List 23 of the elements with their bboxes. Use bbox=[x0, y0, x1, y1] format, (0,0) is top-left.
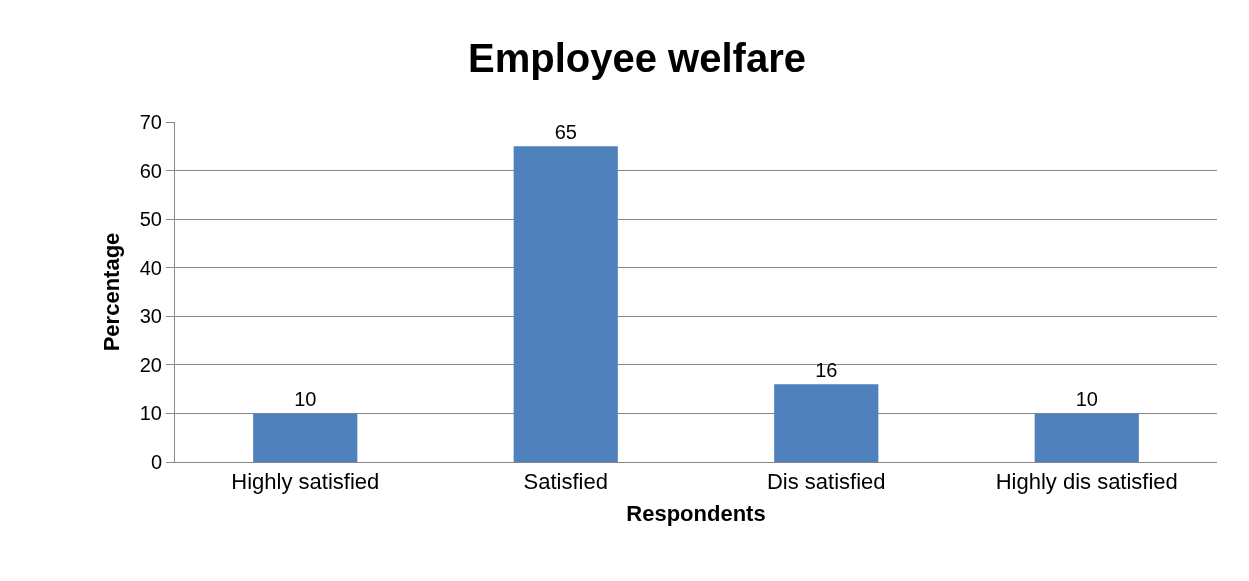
x-tick-label: Highly dis satisfied bbox=[995, 469, 1178, 495]
y-tick-label: 10 bbox=[139, 402, 162, 425]
y-tick-label: 0 bbox=[150, 451, 162, 473]
y-tick-label: 30 bbox=[139, 305, 162, 328]
data-label: 10 bbox=[294, 388, 317, 411]
bar bbox=[774, 384, 879, 462]
y-tick-label: 70 bbox=[139, 111, 162, 133]
chart-title: Employee welfare bbox=[468, 36, 806, 81]
y-tick-label: 40 bbox=[139, 256, 162, 279]
bar bbox=[1034, 413, 1139, 462]
y-axis-title: Percentage bbox=[98, 232, 124, 352]
x-tick-label: Satisfied bbox=[523, 469, 608, 495]
bar bbox=[253, 413, 358, 462]
y-tick-label: 60 bbox=[139, 159, 162, 182]
bar bbox=[513, 146, 618, 462]
data-label: 10 bbox=[1075, 388, 1098, 411]
x-axis-title: Respondents bbox=[626, 501, 766, 527]
data-label: 65 bbox=[554, 121, 577, 144]
x-tick-label: Dis satisfied bbox=[766, 469, 886, 495]
data-label: 16 bbox=[815, 359, 838, 382]
y-tick-label: 20 bbox=[139, 353, 162, 376]
y-tick-label: 50 bbox=[139, 208, 162, 231]
x-tick-label: Highly satisfied bbox=[231, 469, 380, 495]
